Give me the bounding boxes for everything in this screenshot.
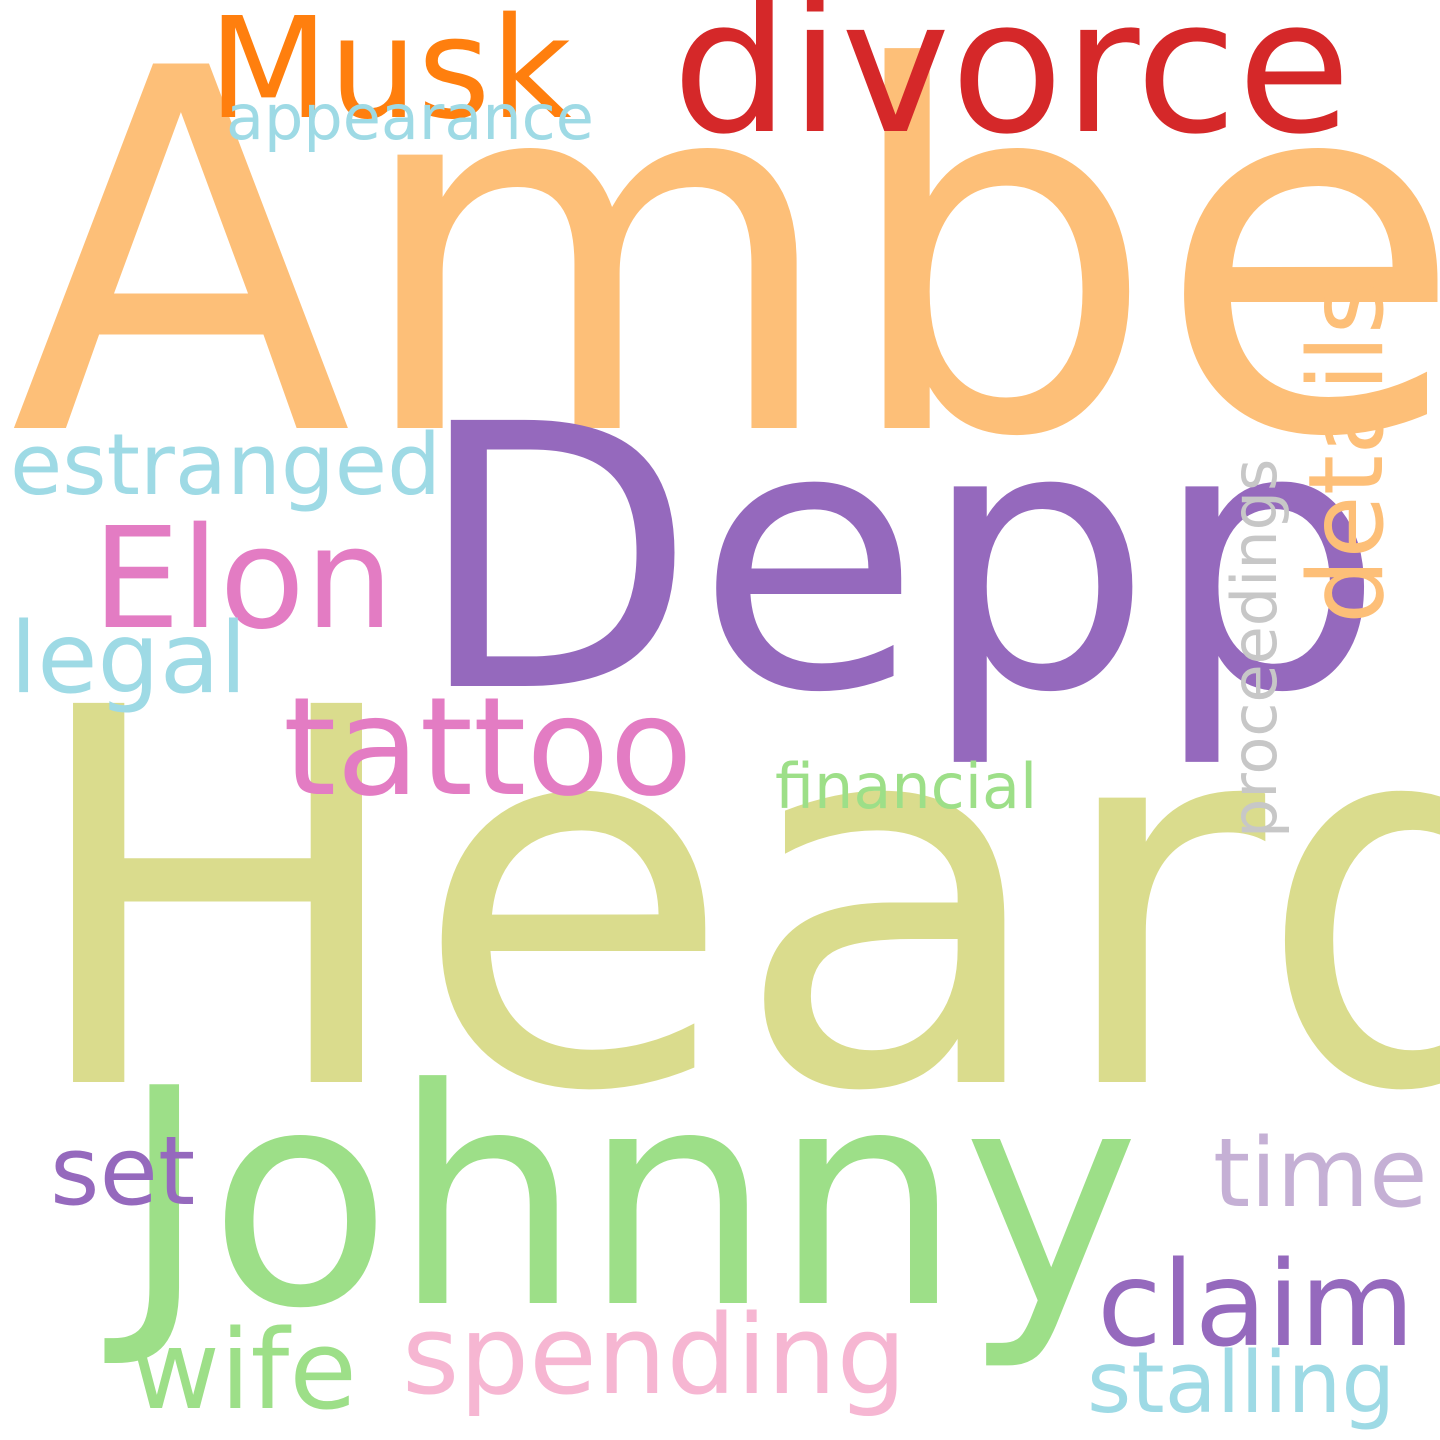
- word-depp: Depp: [415, 348, 1384, 773]
- word-time: time: [1213, 1119, 1428, 1229]
- word-tattoo: tattoo: [283, 669, 693, 827]
- word-amber: Amber: [10, 0, 1440, 546]
- word-estranged: estranged: [10, 416, 442, 515]
- word-heard: Heard: [22, 599, 1440, 1205]
- word-spending: spending: [402, 1291, 907, 1419]
- word-johnny: Johnny: [120, 1025, 1140, 1374]
- word-claim: claim: [1097, 1235, 1415, 1373]
- word-musk: Musk: [208, 0, 572, 151]
- word-financial: financial: [775, 750, 1038, 823]
- word-set: set: [50, 1117, 196, 1227]
- word-divorce: divorce: [672, 0, 1352, 175]
- word-wife: wife: [130, 1306, 357, 1434]
- word-appearance: appearance: [226, 81, 594, 154]
- word-proceedings: proceedings: [1218, 458, 1291, 838]
- word-elon: Elon: [92, 498, 394, 661]
- word-legal: legal: [10, 602, 248, 716]
- word-stalling: stalling: [1087, 1334, 1396, 1433]
- word-details: details: [1287, 280, 1407, 624]
